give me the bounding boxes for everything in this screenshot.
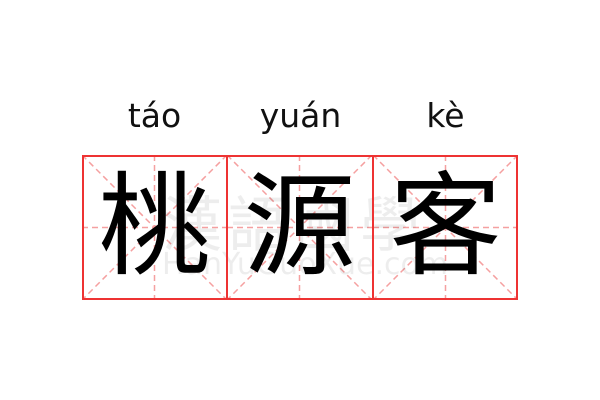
character-grid: 桃 源 客 漢語國學 HanYuGuoXue.com — [82, 155, 518, 300]
cell-divider — [226, 155, 228, 300]
pinyin-yuan: yuán — [259, 96, 342, 135]
cell-divider — [372, 155, 374, 300]
pinyin-ke: kè — [426, 96, 465, 135]
pinyin-tao: táo — [127, 96, 182, 135]
character-cell: 桃 — [82, 155, 227, 300]
character-cell: 客 — [373, 155, 518, 300]
grid-border — [82, 155, 518, 300]
character-ke: 客 — [389, 162, 502, 292]
guide-lines — [373, 155, 518, 300]
guide-lines — [82, 155, 227, 300]
character-tao: 桃 — [98, 162, 211, 292]
character-yuan: 源 — [243, 162, 356, 292]
guide-lines — [227, 155, 372, 300]
character-cell: 源 — [227, 155, 372, 300]
